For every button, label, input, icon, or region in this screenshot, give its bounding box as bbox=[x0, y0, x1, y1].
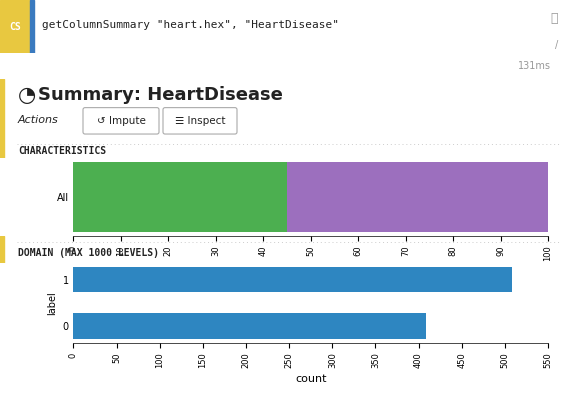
Text: ◔: ◔ bbox=[18, 86, 36, 105]
Text: DOMAIN (MAX 1000 LEVELS): DOMAIN (MAX 1000 LEVELS) bbox=[18, 248, 159, 259]
Text: ☰ Inspect: ☰ Inspect bbox=[175, 116, 225, 126]
X-axis label: count: count bbox=[295, 374, 327, 384]
Text: 131ms: 131ms bbox=[518, 61, 551, 71]
Text: getColumnSummary "heart.hex", "HeartDisease": getColumnSummary "heart.hex", "HeartDise… bbox=[42, 20, 339, 30]
Bar bbox=[73, 267, 512, 293]
FancyBboxPatch shape bbox=[83, 108, 159, 134]
Text: Summary: HeartDisease: Summary: HeartDisease bbox=[38, 86, 283, 105]
Bar bbox=[73, 162, 287, 232]
Bar bbox=[287, 162, 548, 232]
Text: CS: CS bbox=[9, 22, 21, 32]
Text: ↺ Impute: ↺ Impute bbox=[97, 116, 145, 126]
X-axis label: avg(percent): avg(percent) bbox=[275, 267, 347, 277]
Y-axis label: label: label bbox=[47, 291, 57, 315]
Bar bbox=[30, 0, 34, 53]
Bar bbox=[73, 313, 425, 339]
Text: Actions: Actions bbox=[18, 115, 59, 125]
Bar bbox=[0, 0, 30, 53]
Text: CHARACTERISTICS: CHARACTERISTICS bbox=[18, 146, 106, 156]
Bar bbox=[0, 236, 4, 263]
Text: /: / bbox=[555, 40, 558, 50]
Bar bbox=[0, 79, 4, 158]
FancyBboxPatch shape bbox=[163, 108, 237, 134]
Text: 📎: 📎 bbox=[550, 12, 558, 25]
